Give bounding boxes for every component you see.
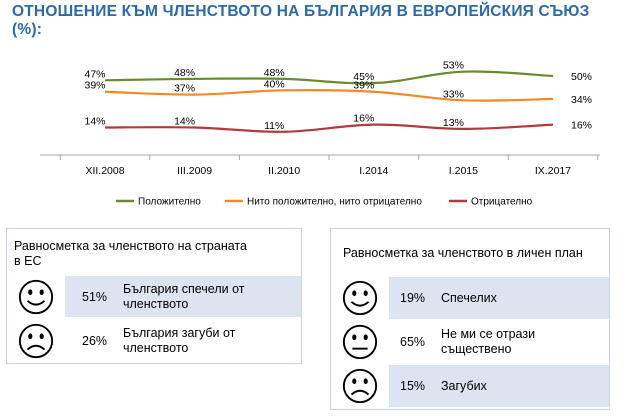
data-label: 53%	[443, 60, 464, 72]
data-label: 11%	[264, 120, 284, 132]
row-percent: 51%	[82, 289, 108, 304]
table-row: 15% Загубих	[331, 365, 609, 407]
sad-face-icon	[331, 365, 389, 407]
row-percent: 65%	[400, 335, 426, 349]
data-label: 16%	[353, 113, 374, 125]
row-label: Не ми се отрази съществено	[441, 327, 536, 356]
table-row: 26% България загуби от членството	[7, 320, 301, 361]
x-tick-label: I.2015	[449, 165, 478, 177]
row-percent: 15%	[400, 379, 426, 393]
data-label: 48%	[174, 67, 195, 79]
legend: Положително Нито положително, нито отрица…	[116, 197, 533, 208]
row-label: България спечели от членството	[123, 281, 245, 311]
x-tick-label: IX.2017	[535, 165, 571, 177]
data-label: 14%	[84, 115, 105, 127]
legend-label: Нито положително, нито отрицателно	[247, 197, 422, 208]
data-label: 50%	[571, 71, 592, 83]
data-label: 13%	[443, 117, 464, 129]
country-balance-title: Равносметка за членството на страната в …	[14, 239, 247, 268]
x-tick-label: III.2009	[177, 165, 212, 177]
data-label: 40%	[264, 78, 285, 90]
line-chart: 47% 48% 48% 45% 53% 50% 39% 37% 40% 39% 33% 34% 14% 1…	[40, 60, 600, 208]
data-label: 34%	[571, 94, 592, 106]
series-layer: 47% 48% 48% 45% 53% 50% 39% 37% 40% 39% 33% 34% 14% 1…	[84, 60, 592, 133]
row-label: България загуби от членството	[123, 325, 236, 355]
personal-balance-table: Равносметка за членството в личен план 1…	[330, 228, 610, 410]
data-label: 48%	[264, 67, 285, 79]
data-label: 14%	[174, 115, 195, 127]
series-line-1	[104, 70, 554, 85]
legend-label: Отрицателно	[471, 197, 533, 208]
neutral-face-icon	[331, 321, 389, 363]
data-label: 39%	[84, 80, 105, 92]
page-title: ОТНОШЕНИЕ КЪМ ЧЛЕНСТВОТО НА БЪЛГАРИЯ В Е…	[12, 3, 590, 38]
data-label: 47%	[84, 68, 105, 80]
series-line-3	[104, 123, 554, 133]
legend-label: Положително	[138, 197, 201, 208]
data-label: 39%	[353, 80, 374, 92]
x-tick-label: XII.2008	[85, 165, 124, 177]
table-row: 65% Не ми се отрази съществено	[331, 321, 609, 363]
happy-face-icon	[7, 276, 65, 317]
happy-face-icon	[331, 277, 389, 319]
x-axis: XII.2008 III.2009 II.2010 I.2014 I.2015 IX.20…	[40, 154, 600, 177]
country-balance-table: Равносметка за членството на страната в …	[6, 228, 302, 364]
x-tick-label: I.2014	[359, 165, 388, 177]
series-line-2	[104, 88, 554, 102]
personal-balance-title: Равносметка за членството в личен план	[343, 246, 583, 260]
row-label: Спечелих	[441, 290, 497, 305]
sad-face-icon	[7, 320, 65, 361]
data-label: 37%	[174, 83, 195, 95]
table-row: 19% Спечелих	[331, 277, 609, 319]
row-percent: 19%	[400, 291, 426, 305]
data-label: 45%	[353, 71, 374, 83]
row-label: Загубих	[441, 378, 487, 393]
row-percent: 26%	[82, 333, 108, 348]
data-label: 16%	[571, 120, 592, 132]
x-tick-label: II.2010	[268, 165, 300, 177]
data-label: 33%	[443, 88, 464, 100]
table-row: 51% България спечели от членството	[7, 276, 301, 317]
